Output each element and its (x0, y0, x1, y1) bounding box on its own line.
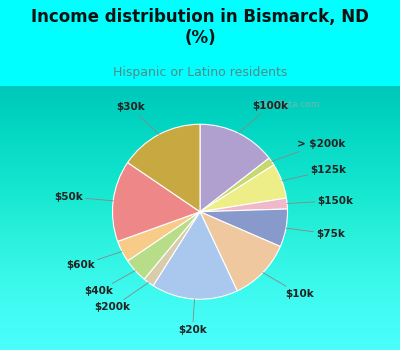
Text: $10k: $10k (263, 273, 314, 299)
Wedge shape (128, 212, 200, 279)
Text: Hispanic or Latino residents: Hispanic or Latino residents (113, 66, 287, 79)
Wedge shape (153, 212, 237, 299)
Text: > $200k: > $200k (272, 139, 345, 161)
Wedge shape (112, 162, 200, 242)
Wedge shape (200, 165, 286, 212)
Wedge shape (200, 124, 269, 212)
Wedge shape (200, 198, 288, 212)
Wedge shape (200, 212, 280, 291)
Text: $100k: $100k (238, 101, 288, 133)
Wedge shape (144, 212, 200, 286)
Text: $150k: $150k (287, 196, 354, 206)
Text: Income distribution in Bismarck, ND
(%): Income distribution in Bismarck, ND (%) (31, 8, 369, 47)
Text: $40k: $40k (84, 271, 135, 296)
Text: $200k: $200k (94, 282, 148, 312)
Text: $30k: $30k (116, 102, 159, 134)
Wedge shape (118, 212, 200, 261)
Wedge shape (200, 209, 288, 246)
Text: $50k: $50k (54, 192, 113, 202)
Wedge shape (128, 124, 200, 212)
Text: City-Data.com: City-Data.com (256, 100, 320, 108)
Text: $60k: $60k (66, 251, 122, 271)
Wedge shape (200, 158, 274, 212)
Text: $75k: $75k (286, 228, 345, 239)
Text: $20k: $20k (178, 299, 207, 335)
Text: $125k: $125k (282, 165, 346, 181)
